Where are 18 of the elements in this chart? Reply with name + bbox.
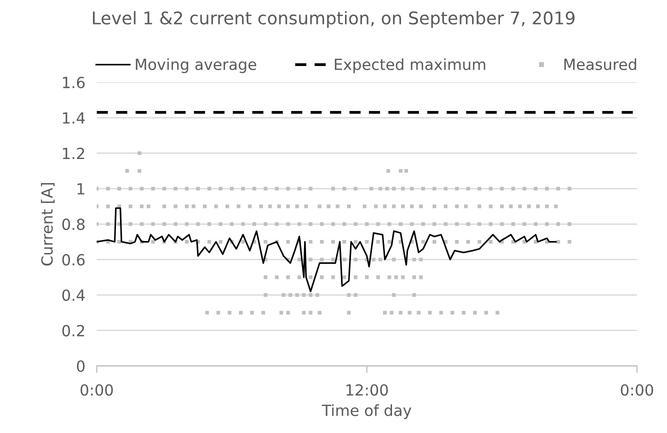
y-tick-label: 0.6 (62, 254, 85, 266)
y-tick-label: 1 (78, 183, 84, 194)
y-tick-label: 1.6 (62, 76, 85, 88)
y-tick-label: 1.2 (62, 148, 84, 159)
x-tick-label: 12:00 (346, 384, 388, 396)
chart-title: Level 1 &2 current consumption, on September 7, 2019 (92, 11, 575, 28)
x-axis-title: Time of day (322, 404, 412, 420)
legend-label: Measured (564, 58, 636, 70)
x-tick-label: 0:00 (80, 384, 113, 396)
y-axis-title: Current [A] (40, 183, 55, 266)
legend-label: Expected maximum (334, 58, 486, 74)
y-tick-label: 0.2 (62, 324, 84, 336)
x-tick-label: 0:00 (620, 384, 654, 396)
y-tick-label: 0.8 (62, 218, 85, 230)
y-tick-label: 0.4 (62, 289, 85, 302)
legend-label: Moving average (136, 58, 256, 74)
y-tick-label: 1.4 (62, 112, 85, 124)
y-tick-label: 0 (76, 360, 85, 372)
